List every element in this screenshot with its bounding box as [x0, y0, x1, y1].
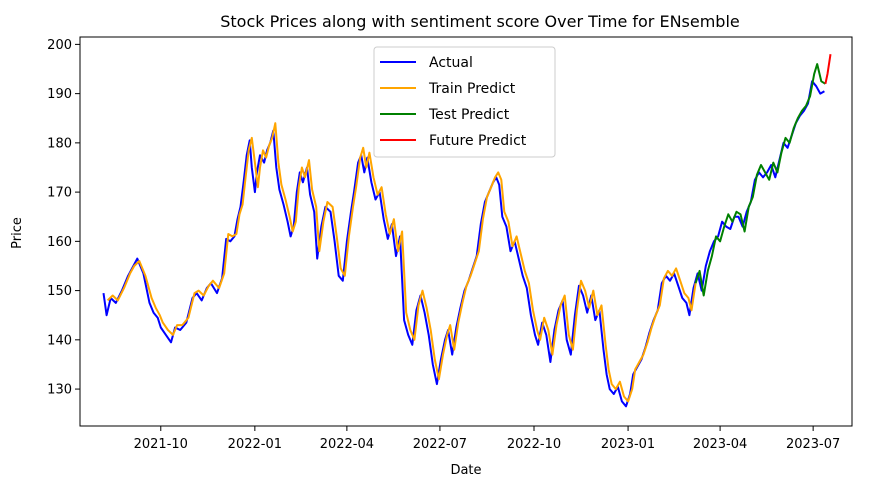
legend-label: Test Predict [428, 107, 510, 123]
plot-area [102, 54, 832, 408]
x-axis-label: Date [450, 463, 481, 478]
y-tick-label: 180 [47, 136, 72, 151]
plot-frame [79, 36, 853, 427]
y-axis-label: Price [10, 217, 25, 249]
y-tick-label: 130 [47, 383, 72, 398]
y-axis: 130 140 150 160 170 180 190 200 [47, 38, 80, 398]
x-tick-label: 2022-10 [507, 437, 561, 452]
x-tick-label: 2023-04 [693, 437, 747, 452]
y-tick-label: 160 [47, 235, 72, 250]
legend-box [373, 46, 556, 158]
legend-label: Train Predict [428, 81, 516, 97]
x-tick-label: 2022-07 [413, 437, 467, 452]
y-tick-label: 140 [47, 333, 72, 348]
y-tick-label: 190 [47, 87, 72, 102]
legend-label: Actual [429, 55, 473, 71]
y-tick-label: 170 [47, 186, 72, 201]
x-axis: 2021-10 2022-01 2022-04 2022-07 2022-10 2023-… [134, 426, 840, 452]
y-tick-label: 200 [47, 38, 72, 53]
legend-label: Future Predict [429, 133, 527, 149]
series-line-train-predict [106, 122, 697, 403]
x-tick-label: 2021-10 [134, 437, 188, 452]
y-tick-label: 150 [47, 284, 72, 299]
chart-title: Stock Prices along with sentiment score … [220, 12, 740, 31]
series-line-future-predict [824, 54, 832, 85]
x-tick-label: 2022-04 [320, 437, 374, 452]
x-tick-label: 2023-07 [786, 437, 840, 452]
legend: Actual Train Predict Test Predict Future Pr… [373, 46, 556, 158]
x-tick-label: 2022-01 [228, 437, 282, 452]
x-tick-label: 2023-01 [601, 437, 655, 452]
series-line-test-predict [694, 63, 826, 297]
